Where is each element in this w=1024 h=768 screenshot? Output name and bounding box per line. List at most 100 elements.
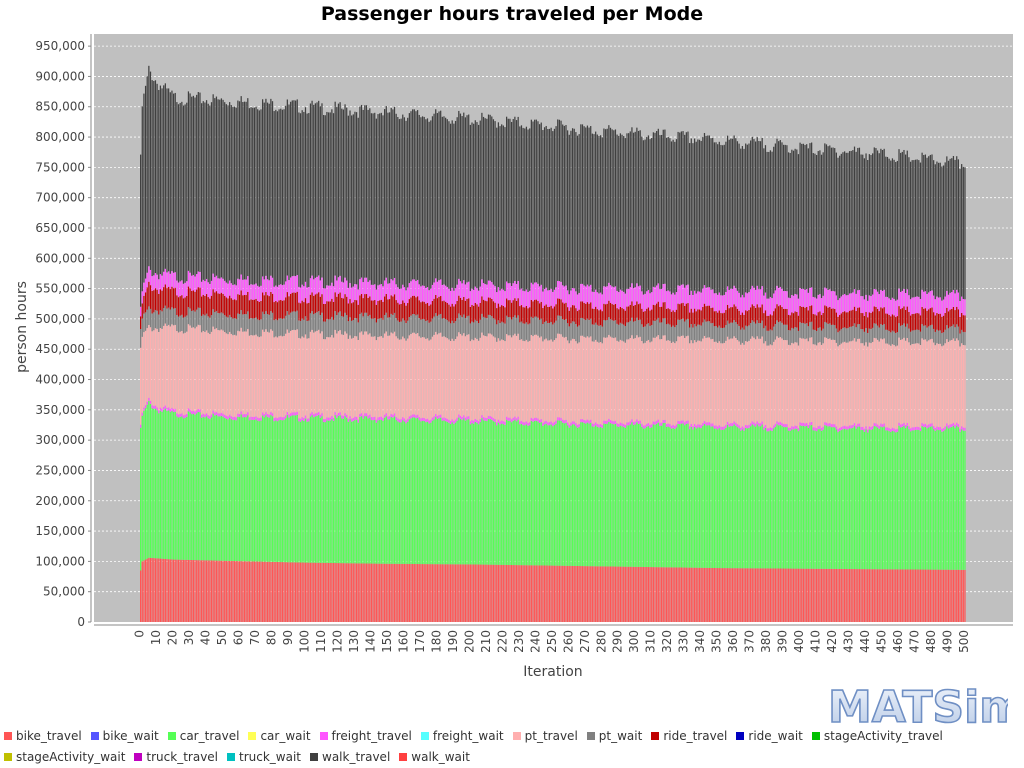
bar-segment-pt_travel [209, 334, 211, 417]
bar-segment-freight_travel [299, 418, 302, 422]
bar-segment-freight_travel-upper [629, 287, 631, 305]
bar-segment-freight_travel [537, 418, 539, 422]
bar-segment-walk_travel [857, 147, 859, 291]
bar-segment-walk_travel [346, 107, 348, 281]
bar-segment-walk_travel [398, 119, 401, 289]
bar-segment-freight_travel-upper [697, 291, 699, 310]
bar-segment-pt_travel [440, 332, 442, 415]
bar-segment-ride_travel [820, 315, 823, 331]
bar-segment-freight_travel-upper [535, 282, 537, 300]
bar-segment-walk_travel [146, 76, 148, 273]
bar-segment-ride_travel [858, 307, 861, 324]
bar-segment-ride_travel [290, 293, 292, 313]
bar-segment-bike_travel [408, 563, 410, 622]
bar-segment-car_travel [735, 425, 737, 569]
bar-segment-car_travel [232, 420, 234, 561]
bar-segment-pt_travel [651, 341, 653, 425]
bar-segment-freight_travel [560, 417, 562, 421]
bar-segment-pt_wait [872, 327, 874, 342]
legend-item: freight_travel [319, 726, 412, 747]
bar-segment-pt_wait [677, 319, 679, 337]
bar-segment-walk_travel [489, 114, 491, 281]
bar-segment-ride_travel [844, 311, 846, 328]
bar-segment-pt_travel [519, 339, 521, 422]
bar-segment-freight_travel-upper [827, 289, 829, 308]
bar-segment-ride_travel [501, 305, 503, 322]
bar-segment-car_travel [913, 430, 915, 570]
bar-segment-pt_wait [169, 309, 171, 327]
bar-segment-ride_travel [634, 304, 636, 321]
bar-segment-freight_travel [848, 425, 851, 429]
bar-segment-pt_wait [555, 320, 557, 339]
bar-segment-freight_travel-upper [679, 285, 681, 305]
bar-segment-ride_travel [431, 300, 434, 319]
bar-segment-car_travel [144, 408, 147, 560]
bar-segment-freight_travel-upper [512, 283, 514, 301]
bar-segment-walk_travel [609, 127, 612, 286]
bar-segment-freight_travel-upper [140, 306, 142, 317]
bar-segment-walk_travel [801, 143, 803, 290]
bar-segment-ride_travel [736, 308, 739, 325]
bar-segment-bike_travel [733, 568, 735, 622]
bar-segment-car_travel [454, 422, 457, 565]
bar-segment-bike_travel [304, 562, 307, 622]
bar-segment-pt_travel [319, 333, 321, 415]
bar-segment-freight_travel [375, 419, 377, 423]
y-tick-label: 200,000 [35, 494, 85, 508]
bar-segment-car_travel [626, 425, 628, 567]
bar-segment-car_travel [690, 427, 692, 568]
bar-segment-freight_travel [321, 413, 323, 417]
bar-segment-freight_travel-upper [514, 280, 516, 299]
bar-segment-freight_travel-upper [644, 293, 646, 312]
bar-segment-bike_travel [393, 563, 396, 622]
bar-segment-freight_travel-upper [639, 285, 641, 304]
bar-segment-ride_travel [148, 281, 150, 307]
bar-segment-freight_travel-upper [758, 289, 760, 308]
bar-segment-freight_travel [933, 426, 935, 430]
bar-segment-ride_travel [710, 307, 712, 324]
bar-segment-bike_travel [672, 567, 674, 622]
bar-segment-freight_travel-upper [232, 284, 234, 300]
bar-segment-freight_travel [144, 405, 147, 409]
bar-segment-freight_travel [693, 423, 696, 427]
bar-segment-walk_travel [542, 130, 544, 292]
bar-segment-pt_travel [888, 344, 890, 429]
bar-segment-freight_travel [689, 426, 691, 430]
bar-segment-pt_travel [903, 337, 905, 423]
bar-segment-freight_travel [563, 420, 565, 424]
bar-segment-ride_travel [741, 312, 744, 328]
bar-segment-car_travel [857, 426, 859, 570]
bar-segment-pt_travel [515, 335, 518, 419]
bar-segment-ride_travel [746, 311, 748, 327]
bar-segment-ride_travel [174, 287, 176, 309]
bar-segment-bike_travel [913, 569, 915, 622]
bar-segment-pt_travel [647, 339, 650, 424]
bar-segment-walk_travel [164, 83, 166, 269]
bar-segment-walk_travel [768, 151, 770, 299]
bar-segment-pt_wait [674, 327, 676, 344]
bar-segment-freight_travel [575, 423, 577, 427]
bar-segment-bike_travel [542, 565, 544, 622]
bar-segment-bike_travel [883, 569, 885, 622]
bar-segment-pt_wait [956, 324, 958, 339]
bar-segment-walk_travel [477, 124, 480, 291]
bar-segment-walk_travel [895, 161, 897, 301]
bar-segment-freight_travel-upper [359, 279, 361, 296]
bar-segment-ride_travel [425, 303, 427, 321]
y-tick-label: 350,000 [35, 403, 85, 417]
bar-segment-car_travel [278, 420, 280, 563]
bar-segment-freight_travel [842, 426, 844, 430]
bar-segment-freight_travel-upper [942, 299, 945, 316]
bar-segment-walk_travel [367, 109, 369, 282]
bar-segment-walk_travel [634, 131, 636, 288]
bar-segment-ride_travel [191, 291, 193, 311]
bar-segment-pt_travel [924, 339, 927, 424]
bar-segment-freight_travel [708, 422, 711, 426]
bar-segment-freight_travel [214, 412, 216, 416]
bar-segment-walk_travel [527, 129, 529, 292]
bar-segment-ride_travel [443, 300, 445, 319]
bar-segment-freight_travel [286, 412, 288, 416]
bar-segment-car_travel [416, 417, 419, 565]
bar-segment-pt_travel [248, 335, 251, 418]
bar-segment-ride_travel [560, 299, 562, 317]
